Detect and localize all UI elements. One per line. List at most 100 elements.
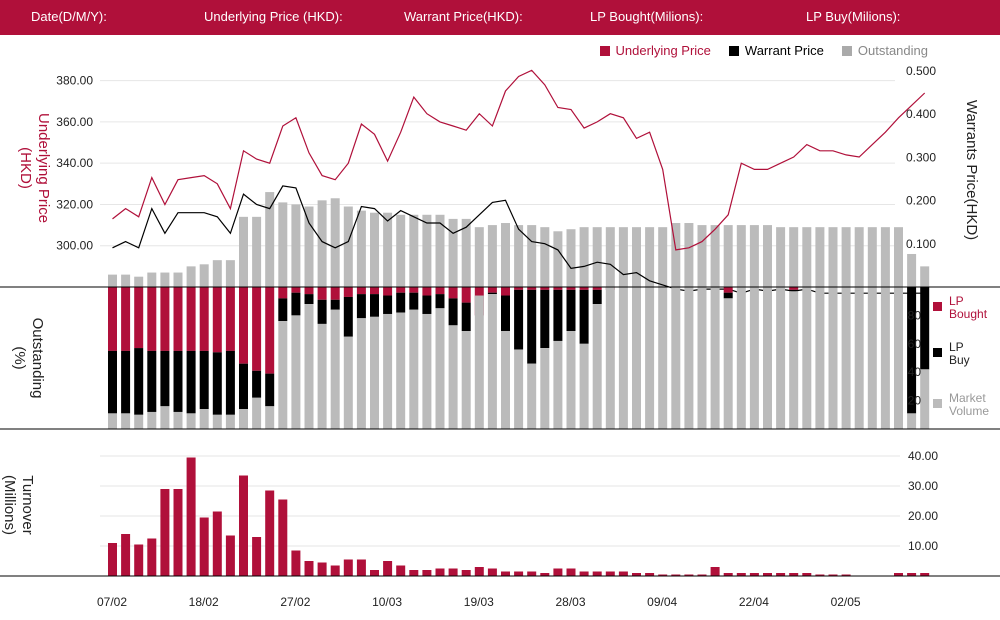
market-volume-bar	[880, 287, 890, 429]
side-legend-swatch	[933, 348, 942, 357]
market-volume-bar	[815, 287, 825, 429]
lp-bought-bar	[409, 287, 419, 293]
turnover-bar	[134, 544, 144, 576]
price-ytick-right: 0.200	[906, 194, 936, 208]
outstanding-bar	[108, 274, 117, 287]
price-ytick-left: 320.00	[56, 197, 93, 211]
turnover-bar	[736, 573, 746, 576]
outstanding-bar	[252, 216, 262, 287]
lp-buy-bar	[291, 292, 301, 316]
lp-bought-bar	[553, 287, 563, 290]
market-volume-bar	[618, 287, 628, 429]
lp-buy-bar	[540, 289, 550, 349]
market-volume-bar	[671, 287, 681, 429]
lp-bought-bar	[461, 287, 471, 303]
turnover-bar	[291, 550, 301, 576]
turnover-bar	[173, 489, 183, 576]
market-volume-bar	[317, 323, 327, 429]
side-legend-line: Buy	[949, 353, 970, 367]
outstanding-ytick: 80	[908, 308, 922, 322]
outstanding-bar	[291, 204, 301, 287]
turnover-bar	[147, 538, 157, 576]
lp-buy-bar	[553, 289, 563, 341]
turnover-bar	[108, 543, 117, 576]
outstanding-bar	[448, 218, 458, 287]
market-volume-bar	[147, 411, 157, 429]
turnover-ytick: 10.00	[908, 539, 938, 553]
lp-buy-bar	[487, 292, 497, 295]
legend-outstanding-label: Outstanding	[857, 43, 928, 58]
legend-outstanding[interactable]: Outstanding	[841, 43, 928, 58]
market-volume-bar	[501, 331, 510, 429]
market-volume-bar	[422, 313, 432, 429]
lp-bought-bar	[186, 287, 196, 351]
lp-bought-bar	[160, 287, 170, 351]
market-volume-bar	[108, 413, 117, 429]
lp-buy-bar	[579, 289, 589, 344]
outstanding-bar	[749, 225, 759, 287]
outstanding-bar	[920, 266, 930, 287]
price-ytick-right: 0.100	[906, 237, 936, 251]
turnover-bar	[409, 570, 419, 576]
lp-bought-bar	[422, 287, 432, 296]
turnover-bar	[252, 537, 262, 576]
side-legend-swatch	[933, 399, 942, 408]
lp-buy-bar	[448, 298, 458, 326]
market-volume-bar	[763, 287, 772, 429]
outstanding-bar	[186, 266, 196, 287]
outstanding-bar	[330, 198, 340, 287]
outstanding-bar	[566, 229, 576, 287]
outstanding-bar	[383, 212, 393, 287]
market-volume-bar	[173, 411, 183, 429]
market-volume-bar	[723, 298, 733, 429]
market-volume-bar	[343, 336, 353, 429]
turnover-bar	[422, 570, 432, 576]
lp-buy-bar	[907, 287, 917, 414]
turnover-bar	[317, 562, 327, 576]
market-volume-bar	[435, 308, 445, 429]
outstanding-bar	[212, 260, 222, 287]
side-legend-label: LP Buy	[949, 340, 970, 367]
outstanding-bar	[278, 202, 288, 287]
side-legend-line: LP	[949, 340, 964, 354]
lp-buy-bar	[409, 292, 419, 310]
market-volume-bar	[383, 313, 393, 429]
side-legend-label: Market Volume	[949, 391, 989, 418]
lp-bought-bar	[225, 287, 235, 351]
outstanding-bar	[527, 225, 537, 287]
market-volume-bar	[854, 287, 864, 429]
market-volume-bar	[841, 287, 851, 429]
market-volume-bar	[514, 349, 524, 429]
outstanding-bar	[370, 212, 379, 287]
market-volume-bar	[474, 295, 484, 429]
side-legend-line: Market	[949, 391, 986, 405]
turnover-bar	[487, 568, 497, 576]
turnover-bar	[907, 573, 917, 576]
header-lp-bought-label: LP Bought(Milions):	[590, 9, 704, 24]
turnover-bar	[474, 567, 484, 576]
header-bar: Date(D/M/Y): Underlying Price (HKD): War…	[0, 0, 1000, 35]
outstanding-bar	[776, 227, 786, 287]
market-volume-bar	[356, 318, 366, 429]
outstanding-bar	[317, 200, 327, 287]
legend-warrant[interactable]: Warrant Price	[728, 43, 824, 58]
outstanding-bar	[239, 216, 248, 287]
outstanding-bar	[199, 264, 209, 287]
outstanding-bar	[789, 227, 799, 287]
lp-buy-bar	[304, 294, 314, 305]
market-volume-bar	[134, 414, 144, 429]
legend-swatch-warrant	[728, 45, 739, 56]
outstanding-ylabel-line1: Outstanding	[29, 318, 46, 399]
market-volume-bar	[239, 409, 248, 429]
legend-warrant-label: Warrant Price	[744, 43, 824, 58]
legend-underlying[interactable]: Underlying Price	[599, 43, 711, 58]
ylabel-left-line2: (HKD)	[17, 147, 34, 189]
turnover-bar	[684, 574, 694, 576]
turnover-bar	[396, 565, 406, 576]
outstanding-bar	[658, 227, 668, 287]
turnover-ylabel-line1: Turnover	[19, 475, 36, 534]
market-volume-bar	[684, 287, 694, 429]
lp-buy-bar	[278, 298, 288, 322]
turnover-bar	[356, 559, 366, 576]
lp-bought-bar	[579, 287, 589, 290]
